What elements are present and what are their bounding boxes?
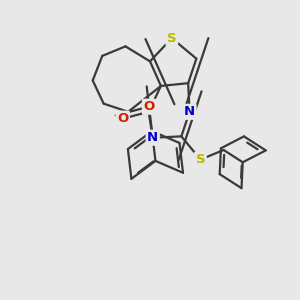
Text: N: N [184, 105, 195, 118]
Text: S: S [167, 32, 177, 45]
Text: N: N [147, 131, 158, 144]
Text: S: S [196, 153, 205, 166]
Text: O: O [117, 112, 128, 125]
Text: O: O [143, 100, 155, 113]
